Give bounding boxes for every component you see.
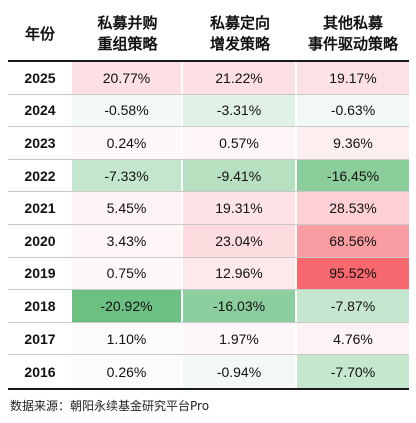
- header-year-label: 年份: [24, 24, 55, 43]
- other-event-return-cell: 28.53%: [297, 192, 409, 224]
- placement-return-cell: -16.03%: [183, 290, 297, 322]
- header-other-event-strategy: 其他私募 事件驱动策略: [297, 8, 409, 60]
- year-cell: 2019: [24, 265, 56, 282]
- year-cell: 2016: [24, 363, 56, 380]
- table-row: 2017 1.10% 1.97% 4.76%: [8, 322, 409, 356]
- year-cell: 2017: [24, 330, 56, 347]
- merger-return-cell: 3.43%: [72, 224, 183, 257]
- placement-return-cell: 12.96%: [183, 257, 297, 290]
- table-row: 2016 0.26% -0.94% -7.70%: [8, 355, 409, 388]
- other-event-return-cell: 9.36%: [297, 127, 409, 159]
- other-event-return-cell: 4.76%: [297, 322, 409, 355]
- merger-return-cell: -0.58%: [72, 94, 183, 127]
- merger-return-cell: 1.10%: [72, 322, 183, 355]
- merger-return-cell: -20.92%: [72, 290, 183, 322]
- header-merger-line1: 私募并购: [97, 14, 158, 32]
- placement-return-cell: 19.31%: [183, 192, 297, 224]
- placement-return-cell: -0.94%: [183, 355, 297, 388]
- header-placement-strategy: 私募定向 增发策略: [183, 8, 297, 60]
- table-row: 2018 -20.92% -16.03% -7.87%: [8, 290, 409, 323]
- placement-return-cell: 1.97%: [183, 322, 297, 355]
- year-cell: 2021: [24, 200, 56, 217]
- table-row: 2024 -0.58% -3.31% -0.63%: [8, 94, 409, 128]
- other-event-return-cell: -7.87%: [297, 290, 409, 322]
- table-row: 2023 0.24% 0.57% 9.36%: [8, 127, 409, 160]
- other-event-return-cell: 68.56%: [297, 224, 409, 257]
- table-row: 2025 20.77% 21.22% 19.17%: [8, 62, 409, 95]
- table-body: 2025 20.77% 21.22% 19.17% 2024 -0.58% -3.31% -0…: [8, 62, 409, 388]
- table-row: 2020 3.43% 23.04% 68.56%: [8, 224, 409, 258]
- other-event-return-cell: -16.45%: [297, 159, 409, 192]
- merger-return-cell: 0.26%: [72, 355, 183, 388]
- year-cell: 2022: [24, 167, 56, 184]
- strategy-returns-table: 年份 私募并购 重组策略 私募定向 增发策略 其他私募 事件驱动策略 2025 2…: [8, 8, 409, 390]
- table-header: 年份 私募并购 重组策略 私募定向 增发策略 其他私募 事件驱动策略: [8, 8, 409, 60]
- placement-return-cell: -3.31%: [183, 94, 297, 127]
- table-row: 2019 0.75% 12.96% 95.52%: [8, 257, 409, 291]
- placement-return-cell: -9.41%: [183, 159, 297, 192]
- merger-return-cell: -7.33%: [72, 159, 183, 192]
- data-source-note: 数据来源：朝阳永续基金研究平台Pro: [10, 399, 210, 413]
- year-cell: 2018: [24, 297, 56, 314]
- header-merger-strategy: 私募并购 重组策略: [72, 8, 183, 60]
- year-cell: 2025: [24, 69, 56, 86]
- year-cell: 2020: [24, 232, 56, 249]
- header-other-line2: 事件驱动策略: [307, 35, 398, 53]
- merger-return-cell: 0.75%: [72, 257, 183, 290]
- table-bottom-rule: [8, 387, 409, 390]
- table-row: 2021 5.45% 19.31% 28.53%: [8, 192, 409, 225]
- header-year: 年份: [8, 8, 72, 60]
- other-event-return-cell: -7.70%: [297, 355, 409, 388]
- header-placement-line1: 私募定向: [209, 14, 270, 32]
- header-divider: [8, 60, 409, 62]
- merger-return-cell: 0.24%: [72, 127, 183, 159]
- year-cell: 2023: [24, 134, 56, 151]
- header-placement-line2: 增发策略: [209, 35, 270, 53]
- merger-return-cell: 5.45%: [72, 192, 183, 224]
- header-other-line1: 其他私募: [322, 14, 383, 32]
- placement-return-cell: 0.57%: [183, 127, 297, 159]
- other-event-return-cell: 19.17%: [297, 62, 409, 94]
- merger-return-cell: 20.77%: [72, 62, 183, 94]
- year-cell: 2024: [24, 102, 56, 119]
- placement-return-cell: 21.22%: [183, 62, 297, 94]
- other-event-return-cell: 95.52%: [297, 257, 409, 290]
- header-merger-line2: 重组策略: [97, 35, 158, 53]
- table-row: 2022 -7.33% -9.41% -16.45%: [8, 159, 409, 193]
- other-event-return-cell: -0.63%: [297, 94, 409, 127]
- placement-return-cell: 23.04%: [183, 224, 297, 257]
